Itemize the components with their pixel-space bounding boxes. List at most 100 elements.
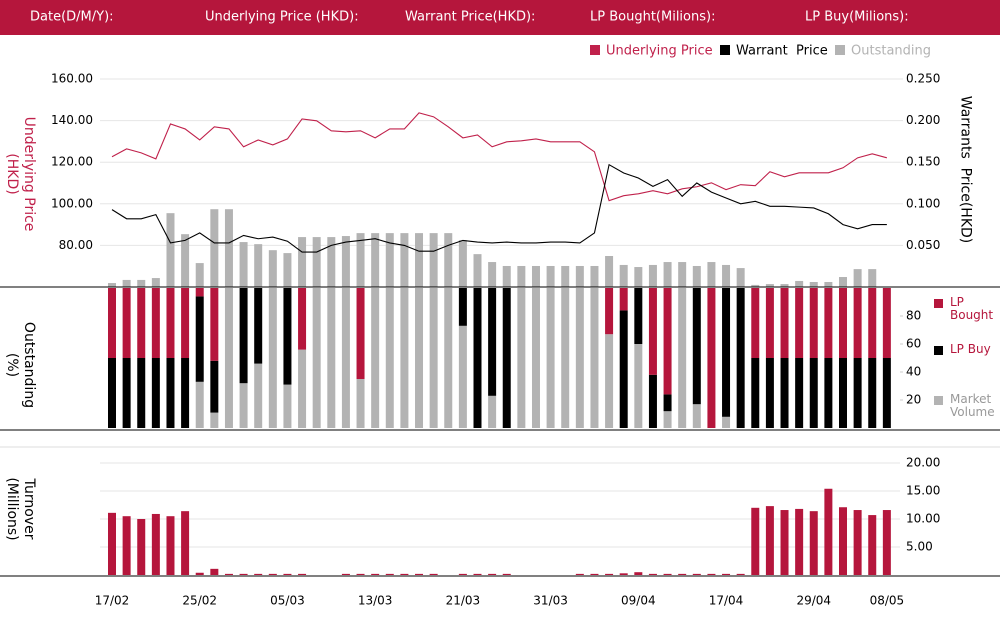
x-tick-label: 08/05 [870, 594, 905, 608]
turnover-bar [137, 519, 146, 575]
stack-segment [488, 288, 497, 396]
outstanding-bar [341, 236, 350, 287]
outstanding-bar [224, 209, 233, 287]
y-tick-label: 100.00 [51, 196, 93, 210]
outstanding-bar [327, 237, 336, 287]
outstanding-bar [239, 242, 248, 287]
turnover-bar [283, 573, 292, 575]
outstanding-bar [371, 233, 380, 287]
stack-segment [809, 288, 818, 358]
outstanding-bar [181, 234, 190, 287]
stack-segment [488, 395, 497, 428]
y2-tick-label: 0.150 [906, 155, 940, 169]
stack-segment [780, 358, 789, 428]
stack-segment [254, 288, 263, 364]
outstanding-bar [195, 263, 204, 287]
legend-label: Underlying Price [606, 44, 713, 59]
outstanding-bar [795, 280, 804, 287]
header-label: LP Bought(Milions): [590, 10, 715, 25]
stack-segment [166, 358, 175, 428]
y-axis-title: Turnover (Millions) [4, 477, 37, 544]
y2-axis-title: Warrants Price(HKD) [957, 95, 974, 244]
turnover-bar [400, 573, 409, 575]
turnover-bar [371, 573, 380, 575]
turnover-bar [605, 573, 614, 575]
legend-swatch [934, 299, 943, 308]
stack-segment [458, 288, 467, 326]
turnover-bar [736, 573, 745, 575]
stack-segment [239, 288, 248, 384]
outstanding-bar [298, 237, 307, 287]
y2-tick-label: 0.250 [906, 72, 940, 86]
stack-segment [692, 404, 701, 428]
outstanding-bar [488, 262, 497, 287]
stack-segment [195, 288, 204, 297]
outstanding-bar [648, 264, 657, 287]
stack-segment [678, 288, 687, 428]
stack-segment [839, 288, 847, 358]
stack-segment [809, 358, 818, 428]
outstanding-bar [590, 265, 599, 287]
outstanding-bar [268, 250, 277, 287]
turnover-bar [590, 573, 599, 575]
turnover-bar [268, 573, 277, 575]
stack-segment [195, 296, 204, 382]
outstanding-bar [853, 269, 862, 287]
stack-segment [356, 288, 365, 379]
stack-segment [839, 358, 847, 428]
stack-segment [356, 379, 365, 428]
stack-segment [648, 374, 657, 428]
y-tick-label: 20.00 [906, 456, 940, 470]
stack-segment [824, 358, 833, 428]
stack-segment [122, 288, 131, 358]
outstanding-bar [605, 256, 614, 287]
x-tick-label: 25/02 [182, 594, 217, 608]
stack-segment [283, 288, 292, 385]
header-label: Date(D/M/Y): [30, 10, 114, 25]
stack-segment [108, 288, 116, 358]
stack-segment [853, 288, 862, 358]
y-tick-label: 140.00 [51, 113, 93, 127]
turnover-bar [488, 573, 497, 575]
y2-tick-label: 0.100 [906, 196, 940, 210]
turnover-bar [692, 573, 701, 575]
y2-tick-label: 0.050 [906, 238, 940, 252]
stack-segment [605, 288, 614, 335]
outstanding-bar [809, 282, 818, 287]
outstanding-bar [356, 233, 365, 287]
stack-segment [122, 358, 131, 428]
x-tick-label: 31/03 [533, 594, 568, 608]
turnover-bar [648, 573, 657, 575]
header-bar [0, 0, 1000, 35]
stack-segment [882, 358, 891, 428]
outstanding-bar [502, 265, 511, 287]
y-tick-label: 160.00 [51, 72, 93, 86]
turnover-bar [765, 506, 774, 575]
outstanding-bar [663, 262, 672, 287]
turnover-bar [853, 510, 862, 575]
stack-segment [722, 416, 731, 428]
price-line [111, 163, 887, 253]
y-tick-label: 20 [906, 393, 921, 407]
turnover-bar [882, 510, 891, 575]
outstanding-bar [531, 265, 540, 287]
stack-segment [254, 363, 263, 428]
stack-segment [166, 288, 175, 358]
legend-swatch [835, 45, 845, 55]
outstanding-bar [458, 240, 467, 287]
outstanding-bar [634, 267, 643, 287]
stack-segment [868, 358, 877, 428]
stack-segment [780, 288, 789, 358]
stack-segment [444, 288, 453, 428]
turnover-bar [707, 573, 716, 575]
legend-item: LP Bought [934, 296, 1000, 322]
stack-segment [458, 325, 467, 428]
outstanding-bar [166, 213, 175, 287]
outstanding-bar [824, 282, 833, 287]
outstanding-bar [122, 279, 131, 287]
stack-segment [415, 288, 424, 428]
turnover-bar [619, 573, 628, 575]
outstanding-bar [561, 265, 570, 287]
